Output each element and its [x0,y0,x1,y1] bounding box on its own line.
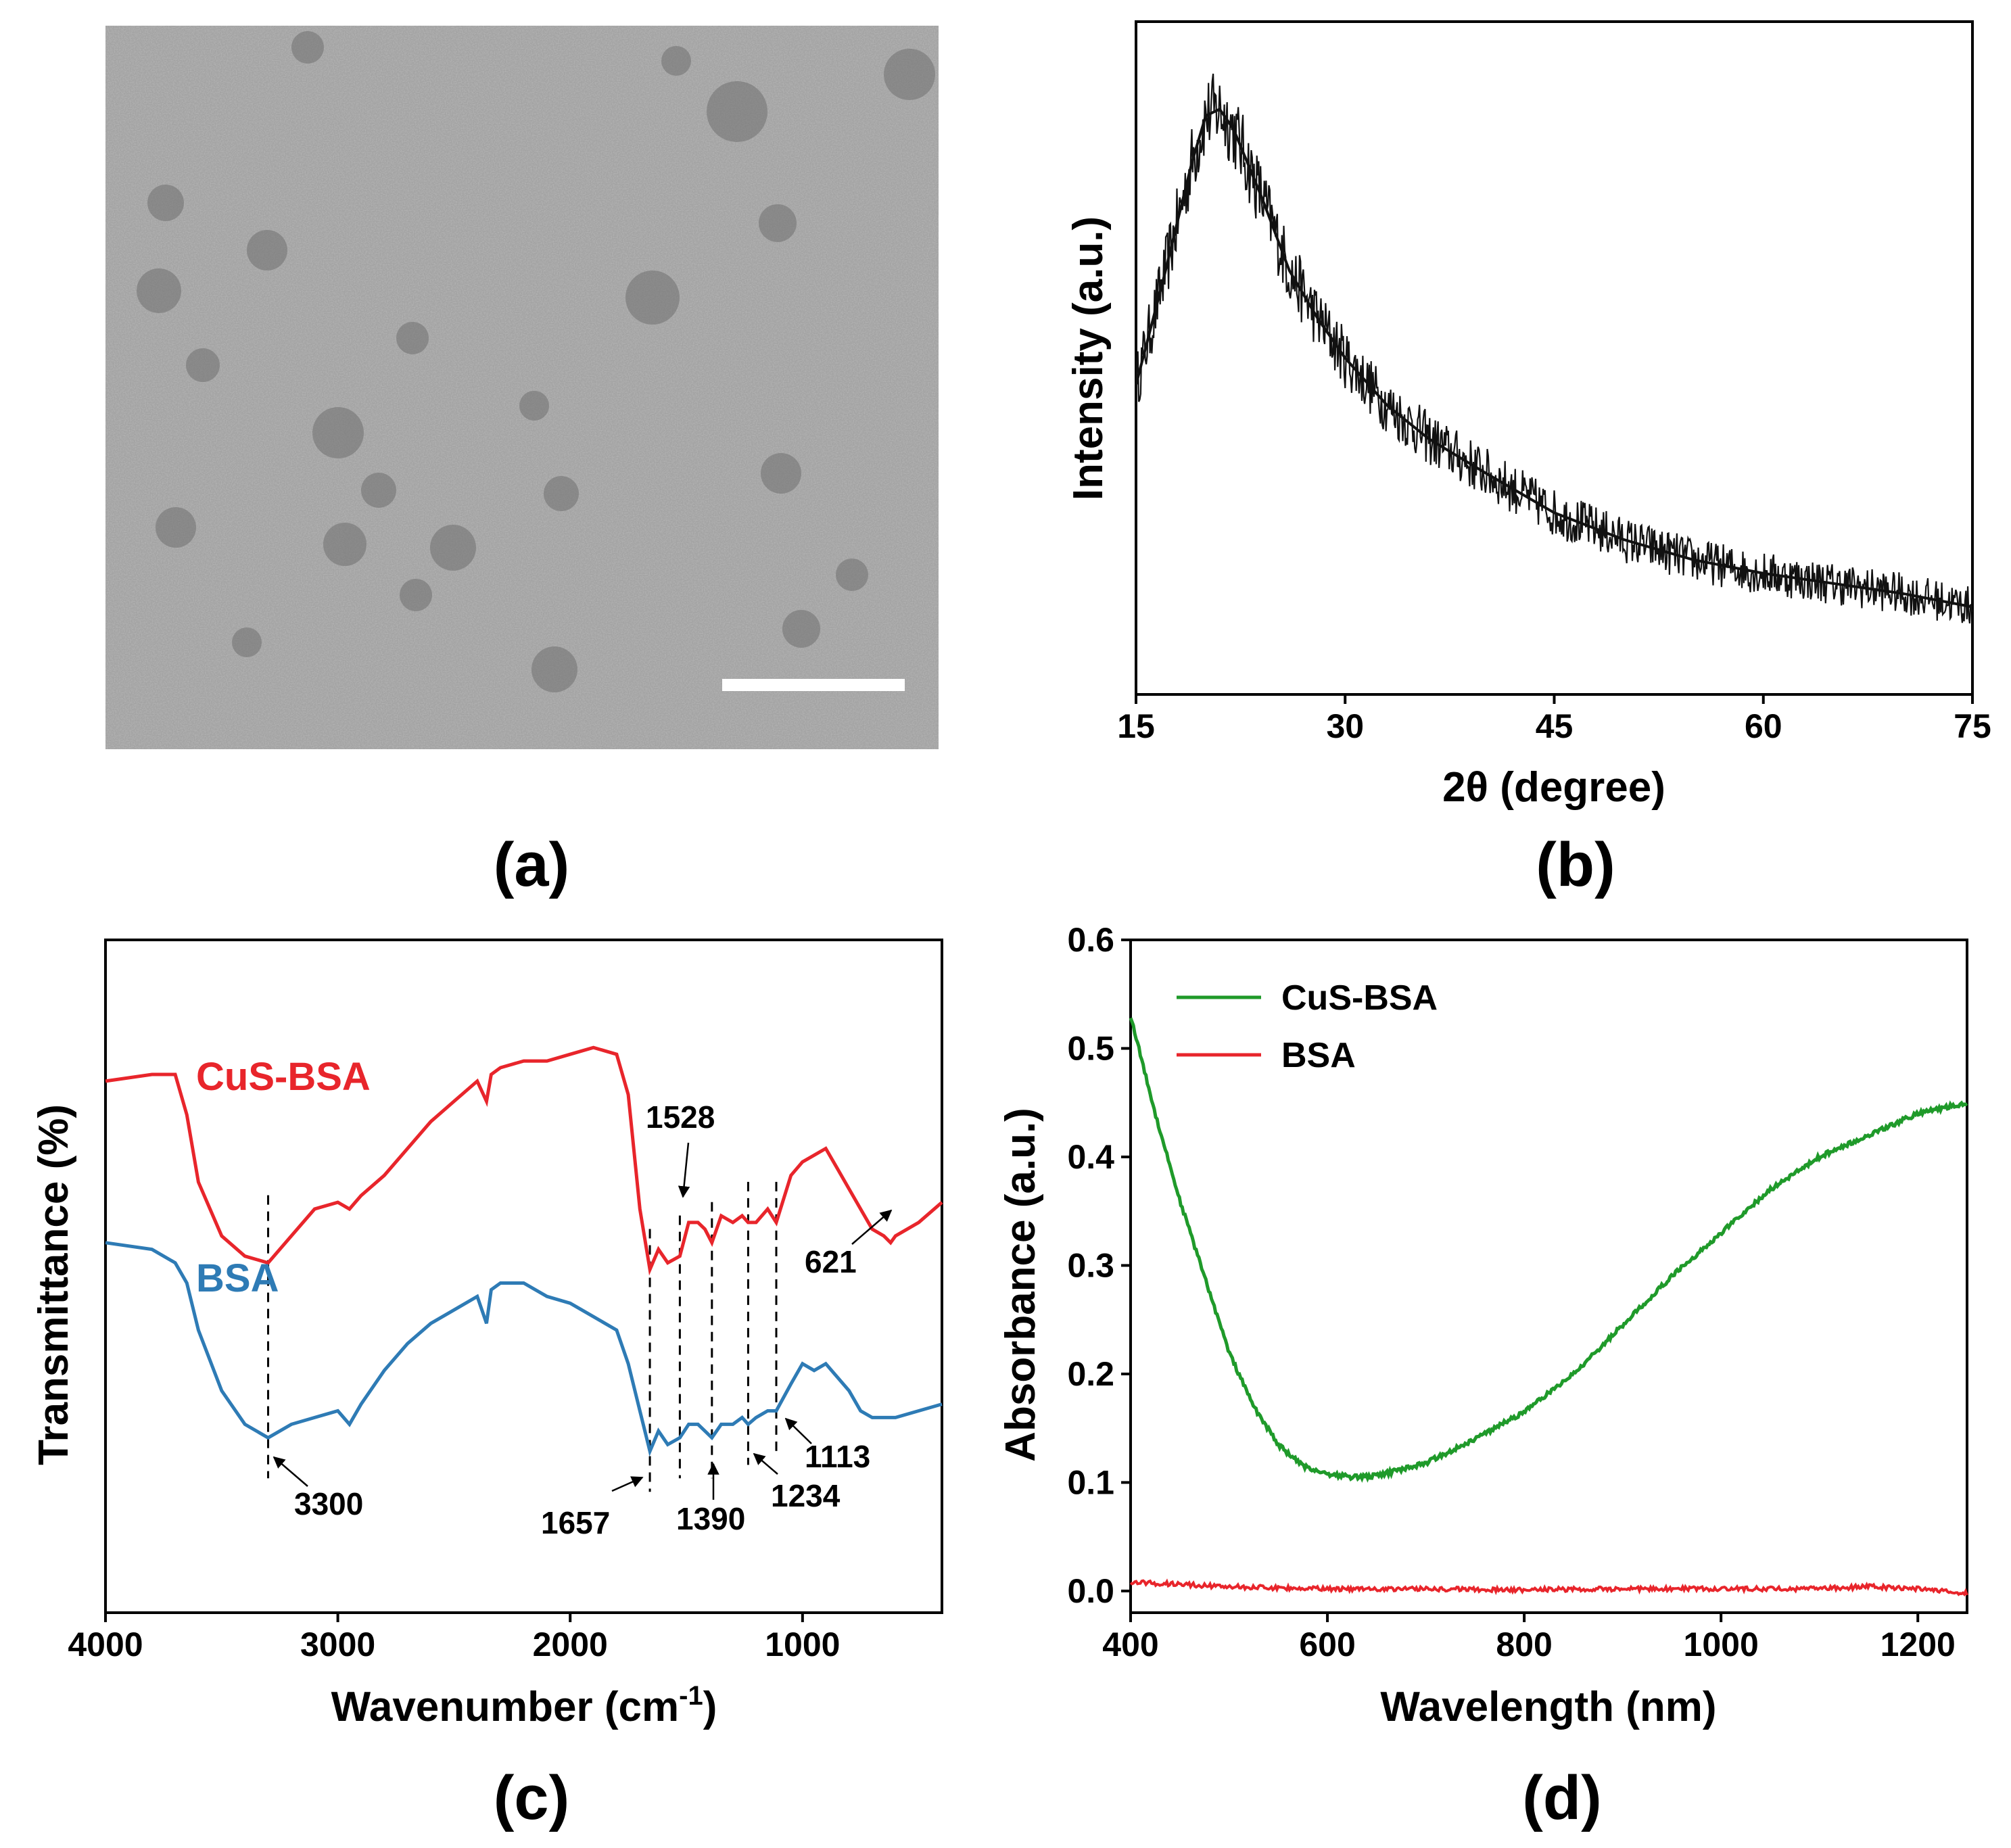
annotation-621: 621 [805,1244,857,1279]
chart-d-y-tick-label-0.0: 0.0 [1067,1572,1114,1610]
chart-b: 15 30 45 60 75 2θ (degree) Intensity (a.u.) [1065,20,1991,811]
panel-label-a: (a) [494,830,569,899]
chart-c-series-bsa [105,1241,943,1457]
chart-d-series-bsa [1129,1578,1968,1597]
annotation-1657-arrow [611,1476,644,1492]
chart-d-y-ticks: 0.0 0.1 0.2 0.3 0.4 0.5 0.6 [1067,921,1131,1610]
chart-c-label-bsa: BSA [196,1256,279,1300]
chart-c-series-cus-bsa [105,1045,943,1276]
annotation-621-arrow [851,1209,893,1245]
chart-c-x-tick-label-1000: 1000 [765,1626,840,1663]
chart-c-xlabel-main: Wavenumber (cm [331,1684,680,1730]
annotation-1113: 1113 [805,1439,870,1474]
chart-d-x-ticks: 400 600 800 1000 1200 [1102,1613,1956,1663]
chart-b-x-tick-label-60: 60 [1745,707,1782,745]
chart-d-x-tick-label-400: 400 [1102,1626,1158,1663]
chart-c-label-cus-bsa: CuS-BSA [196,1055,371,1099]
chart-d-frame [1129,939,1968,1614]
panel-label-d: (d) [1522,1763,1601,1832]
chart-c-annotations: 3300 1657 1528 1390 1234 1113 621 [273,1099,893,1540]
chart-d-y-tick-label-0.6: 0.6 [1067,921,1114,959]
scale-bar [722,679,905,691]
annotation-1390: 1390 [676,1501,745,1536]
chart-c-x-ticks: 4000 3000 2000 1000 [68,1613,840,1663]
chart-b-x-tick-label-15: 15 [1117,707,1155,745]
chart-c-ylabel: Transmittance (%) [30,1104,77,1465]
chart-b-series-noise [1135,73,1974,624]
chart-d-ylabel: Absorbance (a.u.) [997,1108,1044,1462]
chart-c-x-tick-label-3000: 3000 [300,1626,375,1663]
panel-label-c: (c) [494,1763,569,1832]
tem-panel [105,26,939,749]
chart-d-y-tick-label-0.3: 0.3 [1067,1246,1114,1284]
annotation-1657: 1657 [541,1505,610,1540]
chart-d-x-tick-label-600: 600 [1299,1626,1355,1663]
chart-d-y-tick-label-0.5: 0.5 [1067,1029,1114,1067]
chart-b-x-tick-label-45: 45 [1536,707,1574,745]
annotation-1234: 1234 [771,1478,841,1513]
chart-c-xlabel: Wavenumber (cm-1) [331,1681,717,1730]
chart-d: CuS-BSA BSA 400 600 800 1000 1200 0.00.10.20… [997,921,1968,1730]
chart-c-xlabel-end: ) [703,1684,717,1730]
chart-d-series-cus-bsa [1129,1017,1968,1483]
chart-d-x-tick-label-1200: 1200 [1880,1626,1956,1663]
chart-d-x-tick-label-800: 800 [1496,1626,1552,1663]
chart-c-x-tick-label-2000: 2000 [533,1626,608,1663]
annotation-1528: 1528 [646,1099,715,1135]
chart-b-x-tick-label-30: 30 [1326,707,1364,745]
chart-c-x-tick-label-4000: 4000 [68,1626,143,1663]
chart-d-xlabel: Wavelength (nm) [1380,1684,1716,1730]
annotation-3300: 3300 [294,1486,363,1521]
annotation-3300-arrow [273,1456,308,1487]
tem-particles [137,31,935,692]
chart-b-xlabel: 2θ (degree) [1442,764,1665,811]
annotation-1113-arrow [784,1417,812,1444]
legend-label-bsa: BSA [1281,1036,1356,1075]
chart-b-ylabel: Intensity (a.u.) [1065,216,1112,500]
annotation-1528-arrow [678,1142,690,1198]
legend-label-cus-bsa: CuS-BSA [1281,978,1438,1018]
chart-b-frame [1135,20,1974,696]
chart-c: CuS-BSA BSA 3300 1657 1528 1390 1234 111… [30,939,943,1730]
chart-c-dashed-lines [267,1181,778,1492]
chart-b-x-ticks: 15 30 45 60 75 [1117,694,1991,745]
chart-b-x-tick-label-75: 75 [1954,707,1991,745]
chart-d-x-tick-label-1000: 1000 [1684,1626,1759,1663]
chart-d-legend: CuS-BSA BSA [1177,978,1438,1075]
annotation-1234-arrow [753,1452,778,1475]
panel-label-b: (b) [1536,830,1615,899]
chart-d-y-tick-label-0.2: 0.2 [1067,1355,1114,1393]
chart-d-y-tick-label-0.4: 0.4 [1067,1138,1114,1176]
chart-d-y-tick-label-0.1: 0.1 [1067,1463,1114,1501]
chart-c-xlabel-sup: -1 [679,1681,703,1711]
chart-c-frame [104,939,943,1614]
